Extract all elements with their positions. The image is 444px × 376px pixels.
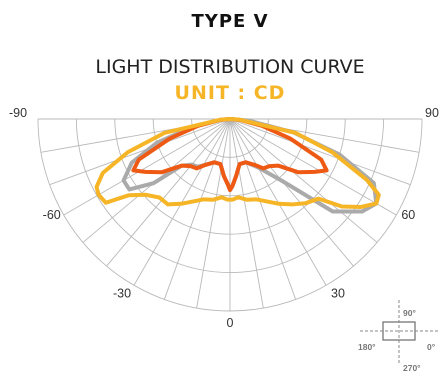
angle-tick-label: 90: [425, 106, 439, 120]
grid-spoke: [49, 118, 231, 186]
grid-spoke: [229, 118, 264, 309]
grid-spoke: [229, 118, 397, 216]
chart-title: TYPE V: [192, 11, 269, 32]
grid-ring: [37, 118, 423, 312]
series-group: [94, 117, 381, 214]
orientation-label-top: 90°: [403, 308, 416, 318]
angle-tick-label: -90: [9, 106, 27, 120]
grid-spoke: [229, 118, 378, 243]
grid-spoke: [229, 118, 297, 300]
grid-spoke: [163, 118, 231, 300]
orientation-legend: 90° 180° 0° 270°: [358, 300, 440, 373]
grid-spoke: [229, 118, 411, 186]
orientation-label-left: 180°: [358, 342, 376, 352]
angle-tick-labels: -90 90 -60 60 -30 30 0: [9, 106, 439, 330]
grid-spoke: [229, 118, 354, 267]
grid-spoke: [63, 118, 231, 216]
angle-tick-label: -30: [113, 286, 131, 300]
angle-tick-label: 30: [331, 286, 345, 300]
orientation-label-bottom: 270°: [403, 363, 421, 373]
grid-spoke: [106, 118, 231, 267]
angle-tick-label: 0: [227, 316, 234, 330]
grid-ring: [191, 118, 269, 158]
chart-subtitle: LIGHT DISTRIBUTION CURVE: [95, 56, 364, 78]
angle-tick-label: 60: [401, 208, 415, 222]
grid-ring: [75, 118, 385, 273]
polar-grid: [37, 118, 423, 312]
grid-ring: [152, 118, 308, 197]
chart-unit: UNIT : CD: [175, 82, 286, 104]
series-line: [94, 117, 381, 210]
orientation-label-right: 0°: [427, 342, 436, 352]
series-line: [131, 117, 329, 193]
angle-tick-label: -60: [43, 208, 61, 222]
grid-spoke: [196, 118, 231, 309]
